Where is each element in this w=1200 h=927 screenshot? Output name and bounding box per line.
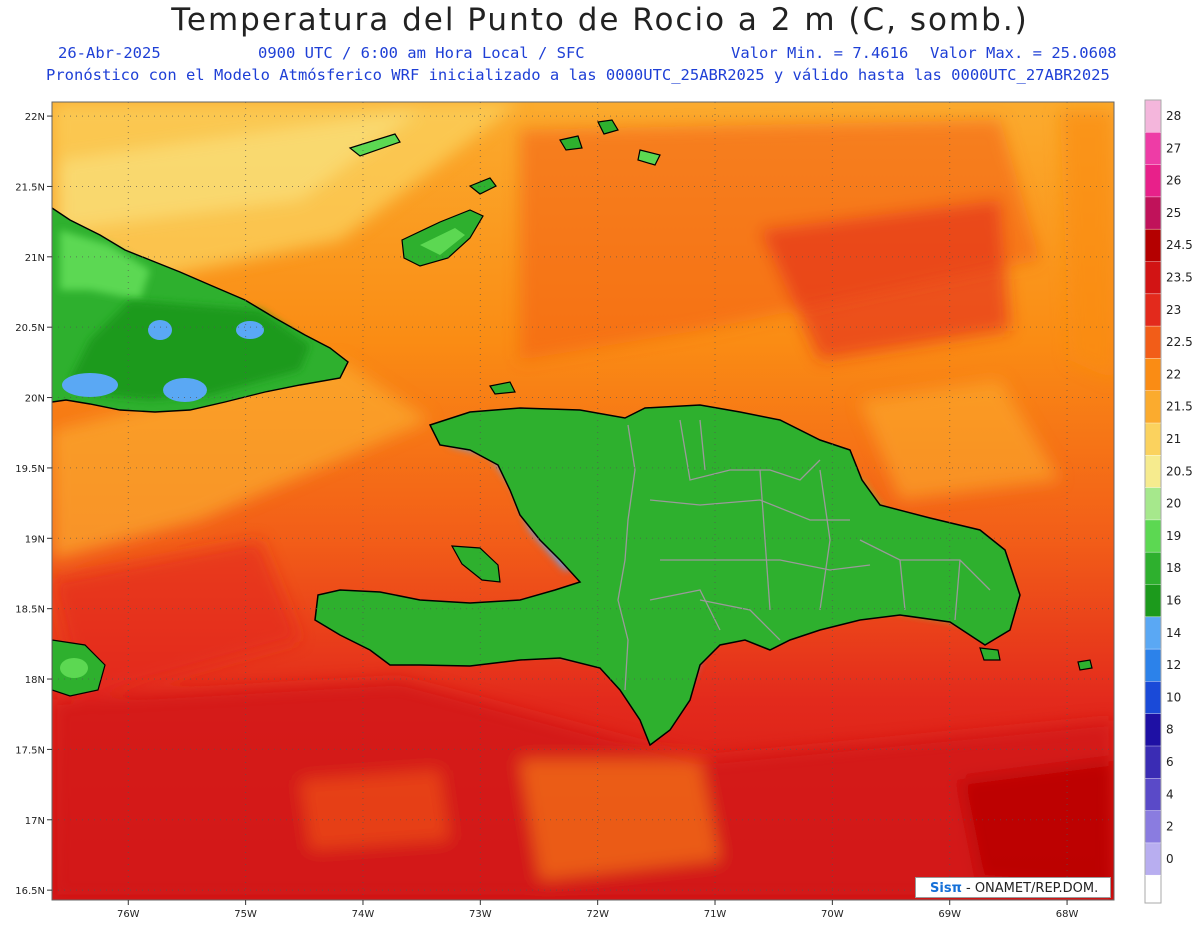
lat-label: 18N: [25, 675, 45, 686]
time-info: 0900 UTC / 6:00 am Hora Local / SFC: [258, 44, 585, 62]
colorbar-level-label: 14: [1166, 626, 1181, 640]
colorbar-level-label: 2: [1166, 820, 1174, 834]
colorbar-swatch: [1145, 487, 1161, 520]
colorbar-swatch: [1145, 390, 1161, 423]
colorbar-swatch: [1145, 229, 1161, 262]
colorbar-frame: [1144, 99, 1162, 904]
colorbar-swatch: [1145, 584, 1161, 617]
max-value: Valor Max. = 25.0608: [930, 44, 1117, 62]
plot-area: [52, 102, 1114, 900]
lon-label: 70W: [821, 909, 844, 920]
colorbar-level-label: 0: [1166, 852, 1174, 866]
colorbar-level-label: 22.5: [1166, 335, 1193, 349]
colorbar-level-label: 18: [1166, 561, 1181, 575]
lon-label: 72W: [586, 909, 609, 920]
colorbar-level-label: 6: [1166, 755, 1174, 769]
lat-label: 22N: [25, 112, 45, 123]
lat-label: 21N: [25, 253, 45, 264]
colorbar-swatch: [1145, 326, 1161, 359]
colorbar-swatch: [1145, 842, 1161, 876]
lon-label: 74W: [352, 909, 375, 920]
colorbar-level-label: 23.5: [1166, 271, 1193, 285]
colorbar-swatch: [1145, 810, 1161, 843]
colorbar-swatch: [1145, 358, 1161, 391]
hispaniola-landmass: [314, 404, 1021, 746]
colorbar: 2827262524.523.52322.52221.52120.5201918…: [1144, 99, 1193, 904]
colorbar-level-label: 12: [1166, 658, 1181, 672]
colorbar-level-label: 27: [1166, 141, 1181, 155]
min-value: Valor Min. = 7.4616: [731, 44, 909, 62]
map-grid: [52, 102, 1114, 900]
lat-label: 16.5N: [15, 886, 45, 897]
colorbar-swatch: [1145, 552, 1161, 585]
onamet-logo: Sisπ - ONAMET/REP.DOM.: [915, 877, 1111, 898]
colorbar-swatch: [1145, 875, 1161, 903]
colorbar-level-label: 23: [1166, 303, 1181, 317]
colorbar-level-label: 28: [1166, 109, 1181, 123]
lat-label: 18.5N: [15, 605, 45, 616]
colorbar-swatch: [1145, 713, 1161, 746]
colorbar-swatch: [1145, 746, 1161, 779]
colorbar-swatch: [1145, 132, 1161, 165]
lon-label: 69W: [938, 909, 961, 920]
colorbar-swatch: [1145, 681, 1161, 714]
colorbar-level-label: 16: [1166, 594, 1181, 608]
lat-label: 20N: [25, 394, 45, 405]
sis-logo-text: Sis: [930, 881, 952, 896]
pi-logo-icon: π: [951, 881, 962, 896]
colorbar-level-label: 22: [1166, 367, 1181, 381]
logo-org-text: - ONAMET/REP.DOM.: [961, 881, 1099, 896]
colorbar-level-label: 20: [1166, 497, 1181, 511]
colorbar-level-label: 4: [1166, 787, 1174, 801]
latitude-axis: 22N 21.5N 21N 20.5N 20N 19.5N 19N 18.5N 18N 17.5N…: [15, 112, 52, 897]
colorbar-swatch: [1145, 455, 1161, 488]
colorbar-swatch: [1145, 423, 1161, 456]
colorbar-level-label: 20.5: [1166, 464, 1193, 478]
colorbar-level-label: 24.5: [1166, 238, 1193, 252]
lon-label: 75W: [234, 909, 257, 920]
colorbar-level-label: 19: [1166, 529, 1181, 543]
province-borders: [617, 419, 991, 691]
lon-label: 68W: [1056, 909, 1079, 920]
sea-patterns: [52, 102, 1114, 900]
colorbar-level-label: 10: [1166, 690, 1181, 704]
lon-label: 71W: [704, 909, 727, 920]
colorbar-swatch: [1145, 261, 1161, 294]
lat-label: 17.5N: [15, 745, 45, 756]
colorbar-level-label: 21.5: [1166, 400, 1193, 414]
lat-label: 17N: [25, 816, 45, 827]
plot-frame: [51, 101, 1115, 901]
colorbar-level-label: 8: [1166, 723, 1174, 737]
model-info: Pronóstico con el Modelo Atmósferico WRF…: [46, 66, 1110, 84]
colorbar-swatch: [1145, 164, 1161, 197]
lat-label: 21.5N: [15, 182, 45, 193]
colorbar-swatch: [1145, 100, 1161, 133]
map-title: Temperatura del Punto de Rocio a 2 m (C,…: [171, 2, 1029, 38]
lat-label: 20.5N: [15, 323, 45, 334]
longitude-axis: 76W 75W 74W 73W 72W 71W 70W 69W 68W: [117, 900, 1079, 920]
colorbar-level-label: 26: [1166, 174, 1181, 188]
lat-label: 19N: [25, 534, 45, 545]
colorbar-swatch: [1145, 778, 1161, 811]
colorbar-swatch: [1145, 196, 1161, 230]
lon-label: 76W: [117, 909, 140, 920]
lon-label: 73W: [469, 909, 492, 920]
colorbar-swatch: [1145, 293, 1161, 327]
forecast-date: 26-Abr-2025: [58, 44, 161, 62]
lat-label: 19.5N: [15, 464, 45, 475]
cuba-landmass: [52, 207, 349, 697]
colorbar-swatch: [1145, 649, 1161, 682]
colorbar-swatch: [1145, 519, 1161, 553]
colorbar-swatch: [1145, 616, 1161, 650]
colorbar-level-label: 21: [1166, 432, 1181, 446]
colorbar-level-label: 25: [1166, 206, 1181, 220]
